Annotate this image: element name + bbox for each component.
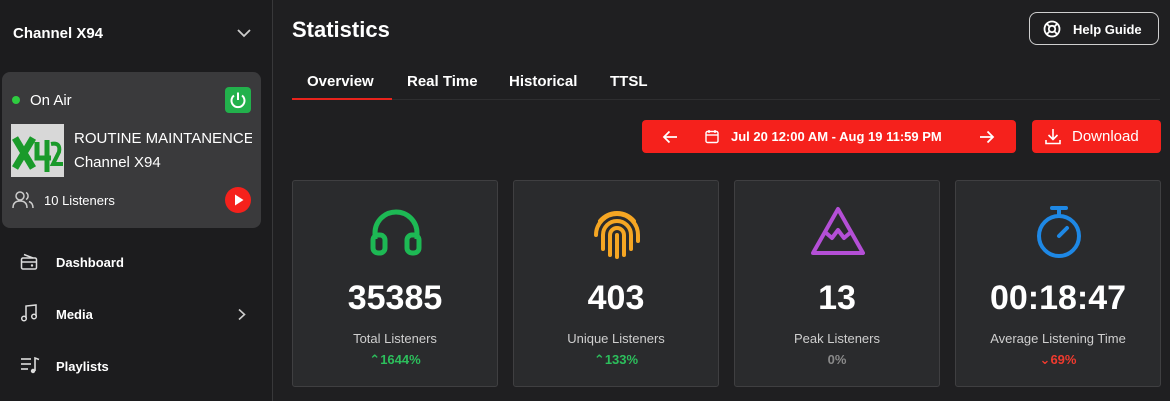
fingerprint-icon (594, 210, 640, 259)
play-button[interactable] (225, 187, 251, 213)
stat-value: 35385 (347, 279, 443, 317)
stat-label: Unique Listeners (567, 331, 665, 346)
stat-change: 0% (735, 353, 939, 366)
tab[interactable]: Historical (509, 73, 578, 90)
stat-change: ⌃133% (514, 353, 718, 366)
date-range-picker[interactable]: Jul 20 12:00 AM - Aug 19 11:59 PM (642, 120, 1016, 153)
change-value: 69% (1050, 352, 1077, 367)
power-button[interactable] (225, 87, 251, 113)
stat-value: 13 (818, 279, 856, 317)
prev-arrow[interactable] (662, 129, 678, 145)
mountain-icon (811, 207, 865, 255)
date-range: Jul 20 12:00 AM - Aug 19 11:59 PM (731, 129, 942, 144)
help-icon (1043, 20, 1061, 38)
station-name: Channel X94 (74, 154, 161, 171)
chevron-down[interactable] (236, 28, 252, 38)
stat-value: 00:18:47 (989, 279, 1127, 317)
stat-change: ⌃1644% (293, 353, 497, 366)
track-title: ROUTINE MAINTANENCE (74, 131, 252, 146)
download-icon (1045, 129, 1061, 145)
stat-label: Total Listeners (353, 331, 437, 346)
status: On Air (30, 92, 72, 109)
download-label: Download (1072, 128, 1139, 145)
tab[interactable]: TTSL (610, 73, 648, 90)
headphones-icon (370, 209, 422, 256)
stat-card: 00:18:47 Average Listening Time ⌄69% (955, 180, 1161, 387)
stat-card: 13 Peak Listeners 0% (734, 180, 940, 387)
playlists-icon[interactable] (20, 356, 40, 374)
listener-count: 10 Listeners (44, 193, 115, 208)
change-value: 133% (604, 352, 639, 367)
channel-name[interactable]: Channel X94 (13, 25, 104, 42)
active-tab-indicator (292, 98, 392, 100)
dashboard-icon[interactable] (20, 253, 38, 271)
media-icon[interactable] (20, 304, 38, 322)
stat-label: Peak Listeners (794, 331, 880, 346)
tab[interactable]: Overview (307, 73, 374, 90)
chevron-right[interactable] (237, 308, 247, 321)
tab-rule (292, 99, 1160, 100)
help-button[interactable]: Help Guide (1029, 12, 1159, 45)
page-title: Statistics (292, 17, 390, 42)
tab[interactable]: Real Time (407, 73, 478, 90)
nav-item[interactable]: Playlists (56, 359, 109, 374)
stopwatch-icon (1037, 206, 1081, 258)
nav-item[interactable]: Media (56, 307, 93, 322)
stat-card: 403 Unique Listeners ⌃133% (513, 180, 719, 387)
calendar-icon (705, 130, 719, 144)
nav-item[interactable]: Dashboard (56, 255, 124, 270)
trend-up: ⌃ (369, 352, 381, 367)
stat-value: 403 (587, 279, 645, 317)
status-dot (12, 96, 20, 104)
now-playing-card: On Air ROUTINE MAINTANENCE Channel X94 1… (2, 72, 261, 228)
stat-card: 35385 Total Listeners ⌃1644% (292, 180, 498, 387)
sidebar: Channel X94 On Air ROUTINE MAINTANENCE C… (0, 0, 273, 401)
stat-label: Average Listening Time (990, 331, 1126, 346)
trend-down: ⌄ (1039, 352, 1051, 367)
change-value: 0% (827, 352, 847, 367)
station-logo (11, 124, 64, 177)
help-label: Help Guide (1073, 22, 1142, 37)
change-value: 1644% (380, 352, 421, 367)
next-arrow[interactable] (979, 129, 995, 145)
listeners-icon (12, 191, 34, 209)
download-button[interactable]: Download (1032, 120, 1161, 153)
stat-change: ⌄69% (956, 353, 1160, 366)
trend-up: ⌃ (593, 352, 605, 367)
